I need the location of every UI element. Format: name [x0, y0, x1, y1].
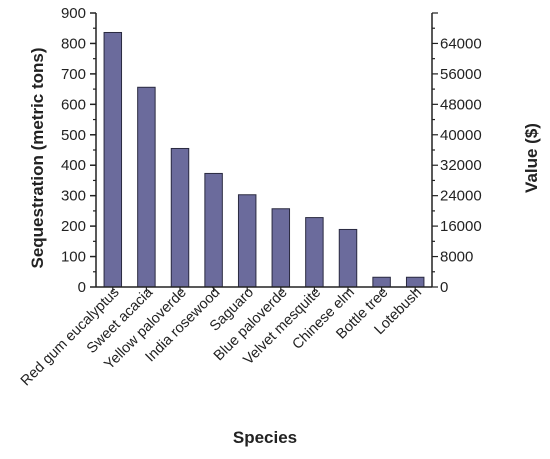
y-right-tick-label: 64000 [440, 35, 482, 52]
bar [237, 194, 257, 288]
x-axis-title: Species [233, 428, 297, 447]
bar [305, 217, 324, 288]
bar [103, 31, 123, 288]
y-right-tick-label: 40000 [440, 127, 482, 144]
bar [137, 86, 156, 288]
right-axis-ticks: 0 8000 16000 24000 32000 40000 48000 56000 64000 [432, 12, 482, 296]
y-tick-label: 200 [61, 218, 86, 235]
y-right-tick-label: 48000 [440, 96, 482, 113]
bar [372, 276, 391, 288]
y-tick-label: 900 [61, 5, 86, 22]
y-tick-label: 0 [78, 279, 86, 296]
bar [204, 172, 223, 288]
y-tick-label: 700 [61, 66, 86, 83]
y-right-tick-label: 8000 [440, 249, 473, 266]
y-tick-label: 500 [61, 127, 86, 144]
bars [103, 31, 425, 288]
y-tick-label: 600 [61, 96, 86, 113]
y-tick-label: 100 [61, 249, 86, 266]
y-right-tick-label: 16000 [440, 218, 482, 235]
bar [405, 276, 425, 288]
y-right-tick-label: 0 [440, 279, 448, 296]
y-tick-label: 800 [61, 35, 86, 52]
y-right-tick-label: 24000 [440, 188, 482, 205]
bar [170, 147, 190, 288]
bar [338, 228, 358, 288]
y-right-tick-label: 32000 [440, 157, 482, 174]
bar [271, 208, 291, 288]
y-right-tick-label: 56000 [440, 66, 482, 83]
y-tick-label: 300 [61, 188, 86, 205]
y-axis-title: Sequestration (metric tons) [28, 47, 47, 268]
y-tick-label: 400 [61, 157, 86, 174]
left-axis-ticks: 0 100 200 300 400 500 600 700 800 900 [61, 5, 96, 296]
y-axis-right-title: Value ($) [522, 123, 541, 193]
